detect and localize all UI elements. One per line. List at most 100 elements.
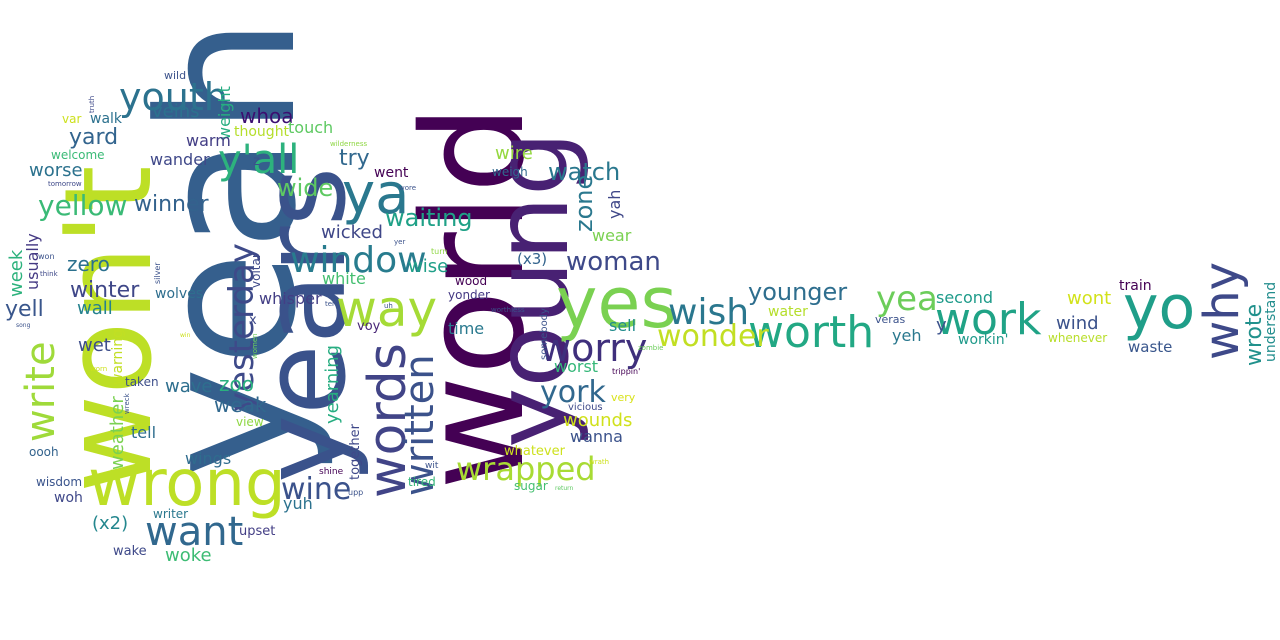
word-truth: truth <box>88 95 96 113</box>
word-wore: wore <box>399 184 417 192</box>
word-somebody: somebody <box>539 308 550 360</box>
word-vicious: vicious <box>568 402 603 413</box>
word-won: won <box>38 252 55 261</box>
word-think: think <box>40 270 58 278</box>
word-taken: taken <box>125 375 159 389</box>
word-veras: veras <box>875 313 906 326</box>
word-worth: worth <box>748 307 875 358</box>
word-yuh: yuh <box>283 494 313 513</box>
word-younger: younger <box>748 278 848 306</box>
word-zoo: zoo <box>219 372 254 396</box>
word-tell: tell <box>131 423 157 442</box>
word-sugar: sugar <box>514 479 548 493</box>
word-win: win <box>180 332 191 339</box>
word-wilderness: wilderness <box>330 140 368 148</box>
word-youth: youth <box>119 75 228 119</box>
word-wood: wood <box>455 274 488 288</box>
word-yah: yah <box>605 189 624 219</box>
word-walk: walk <box>90 111 123 127</box>
word-wicked: wicked <box>321 222 383 243</box>
word-welcome: welcome <box>51 148 105 162</box>
word-winter: winter <box>70 278 140 303</box>
word-wave: wave <box>165 376 213 397</box>
word-yell: yell <box>5 297 44 322</box>
word-yer: yer <box>394 238 406 246</box>
word-very: very <box>611 391 636 404</box>
word-wire: wire <box>495 143 533 164</box>
word-workin: workin' <box>958 332 1009 348</box>
word-wall: wall <box>77 298 113 319</box>
word-try: try <box>339 146 370 171</box>
word-voltar: voltar <box>249 253 263 288</box>
word-veins: veins <box>152 101 200 122</box>
word-song: song <box>16 322 31 329</box>
word-view: view <box>236 415 264 429</box>
word-wear: wear <box>592 226 632 245</box>
word-warning: warning <box>110 328 126 385</box>
word-wreck: wreck <box>123 393 131 414</box>
word-woh: woh <box>54 490 83 506</box>
word-wrong: wrong <box>88 447 286 521</box>
word-wind: wind <box>1056 313 1099 334</box>
word-yellow: yellow <box>38 189 128 222</box>
word-turn: turn <box>431 247 448 256</box>
word-worn: worn <box>90 365 108 373</box>
word-worse: worse <box>29 160 83 181</box>
word-way: way <box>336 280 438 338</box>
word-whoa: whoa <box>240 104 294 128</box>
word-why: why <box>1194 261 1250 360</box>
word-return: return <box>555 485 574 492</box>
word-y: y <box>936 315 947 336</box>
word-weak: weak <box>214 393 267 417</box>
word-yes: yes <box>556 262 677 344</box>
word-waiting: waiting <box>385 204 473 232</box>
word-worthless: worthless <box>491 306 525 314</box>
word-weigh: weigh <box>492 165 528 179</box>
word-wit: wit <box>425 461 439 471</box>
word-time: time <box>448 319 485 338</box>
word-water: water <box>768 304 808 320</box>
word-wolves: wolves <box>155 286 204 302</box>
word-wake: wake <box>113 544 147 559</box>
word-woke: woke <box>165 545 212 566</box>
word-wings: wings <box>185 449 232 468</box>
word-yearning: yearning <box>322 344 343 424</box>
word-ya: ya <box>342 162 410 227</box>
word-work: work <box>935 294 1042 345</box>
word-white: white <box>322 269 366 288</box>
word-went: went <box>374 165 409 181</box>
word-z: z <box>253 154 260 169</box>
word-ter: ter <box>325 300 335 308</box>
word-wounds: wounds <box>563 410 633 431</box>
word-woman: woman <box>566 247 661 277</box>
word-worst: worst <box>554 357 599 376</box>
word-wine: wine <box>281 472 352 507</box>
word-zone: zone <box>570 174 598 232</box>
word-winner: winner <box>134 192 209 217</box>
word-want: want <box>145 509 244 555</box>
word-zero: zero <box>67 252 110 276</box>
word-yo: yo <box>1123 273 1196 343</box>
word-y-all: y'all <box>218 137 300 183</box>
word-second: second <box>936 288 994 307</box>
word-york: york <box>540 375 606 410</box>
word-watch: watch <box>548 158 621 186</box>
word-zombie: zombie <box>638 344 664 352</box>
word-tomorrow: tomorrow <box>48 180 82 188</box>
word-touch: touch <box>288 118 334 137</box>
word-wish: wish <box>668 292 750 333</box>
word-voy: voy <box>357 319 381 334</box>
word-yea: yea <box>876 279 938 319</box>
word-tired: tired <box>408 475 436 489</box>
word-x3: (x3) <box>517 250 548 268</box>
word-wise: wise <box>408 256 449 277</box>
word-worry: worry <box>540 326 648 370</box>
word-whenever: whenever <box>1048 331 1108 345</box>
word-wanna: wanna <box>570 427 623 446</box>
word-shine: shine <box>319 467 344 477</box>
word-wet: wet <box>78 335 111 356</box>
word-wrath: wrath <box>589 458 610 466</box>
word-uh: uh <box>384 302 393 310</box>
word-together: together <box>348 424 363 480</box>
